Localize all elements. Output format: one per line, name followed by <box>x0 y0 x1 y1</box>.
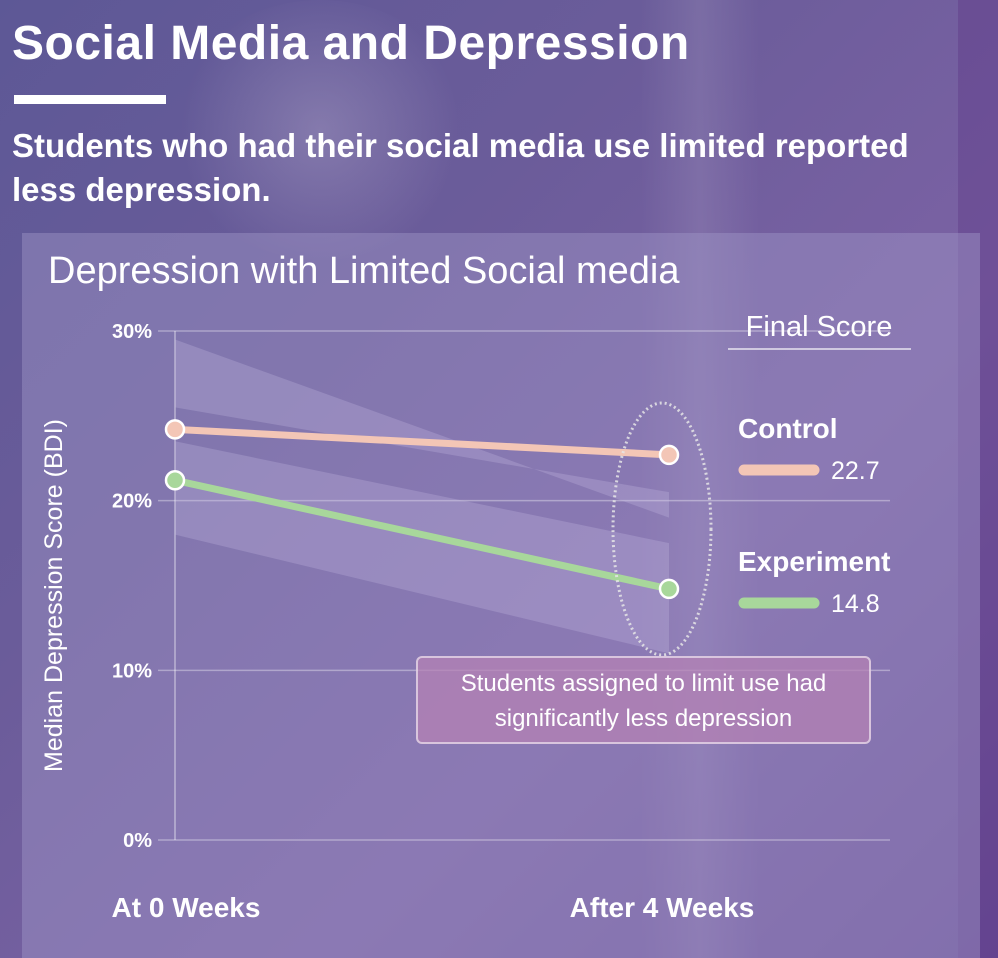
control-legend-name: Control <box>738 413 838 444</box>
legend-title: Final Score <box>746 311 893 343</box>
y-tick-label: 20% <box>112 491 152 513</box>
background-window-light <box>640 0 760 958</box>
chart-title: Depression with Limited Social media <box>48 250 680 292</box>
experiment-data-point <box>164 470 186 491</box>
y-tick-label: 0% <box>123 830 152 852</box>
title-underline <box>14 95 166 104</box>
background-edge-stripe <box>958 0 998 958</box>
y-tick-label: 10% <box>112 660 152 682</box>
control-confidence-band <box>175 339 669 518</box>
control-data-point <box>164 419 186 440</box>
background-highlight <box>170 0 470 260</box>
page-title: Social Media and Depression <box>12 17 690 70</box>
experiment-legend-value: 14.8 <box>831 590 880 618</box>
chart-annotation: Students assigned to limit use had signi… <box>416 656 871 744</box>
final-values-highlight-ellipse <box>611 401 713 657</box>
y-tick-label: 30% <box>112 321 152 343</box>
x-tick-label: After 4 Weeks <box>570 892 755 923</box>
experiment-series-line <box>171 476 673 593</box>
experiment-confidence-band <box>175 441 669 654</box>
experiment-data-point <box>658 578 680 600</box>
control-data-point <box>658 444 680 466</box>
page-subtitle: Students who had their social media use … <box>12 127 909 208</box>
chart-panel <box>22 233 980 958</box>
x-tick-label: At 0 Weeks <box>112 892 261 923</box>
control-series-line <box>171 425 673 459</box>
y-axis-label: Median Depression Score (BDI) <box>40 419 68 772</box>
experiment-legend-name: Experiment <box>738 546 891 577</box>
control-legend-value: 22.7 <box>831 457 880 485</box>
